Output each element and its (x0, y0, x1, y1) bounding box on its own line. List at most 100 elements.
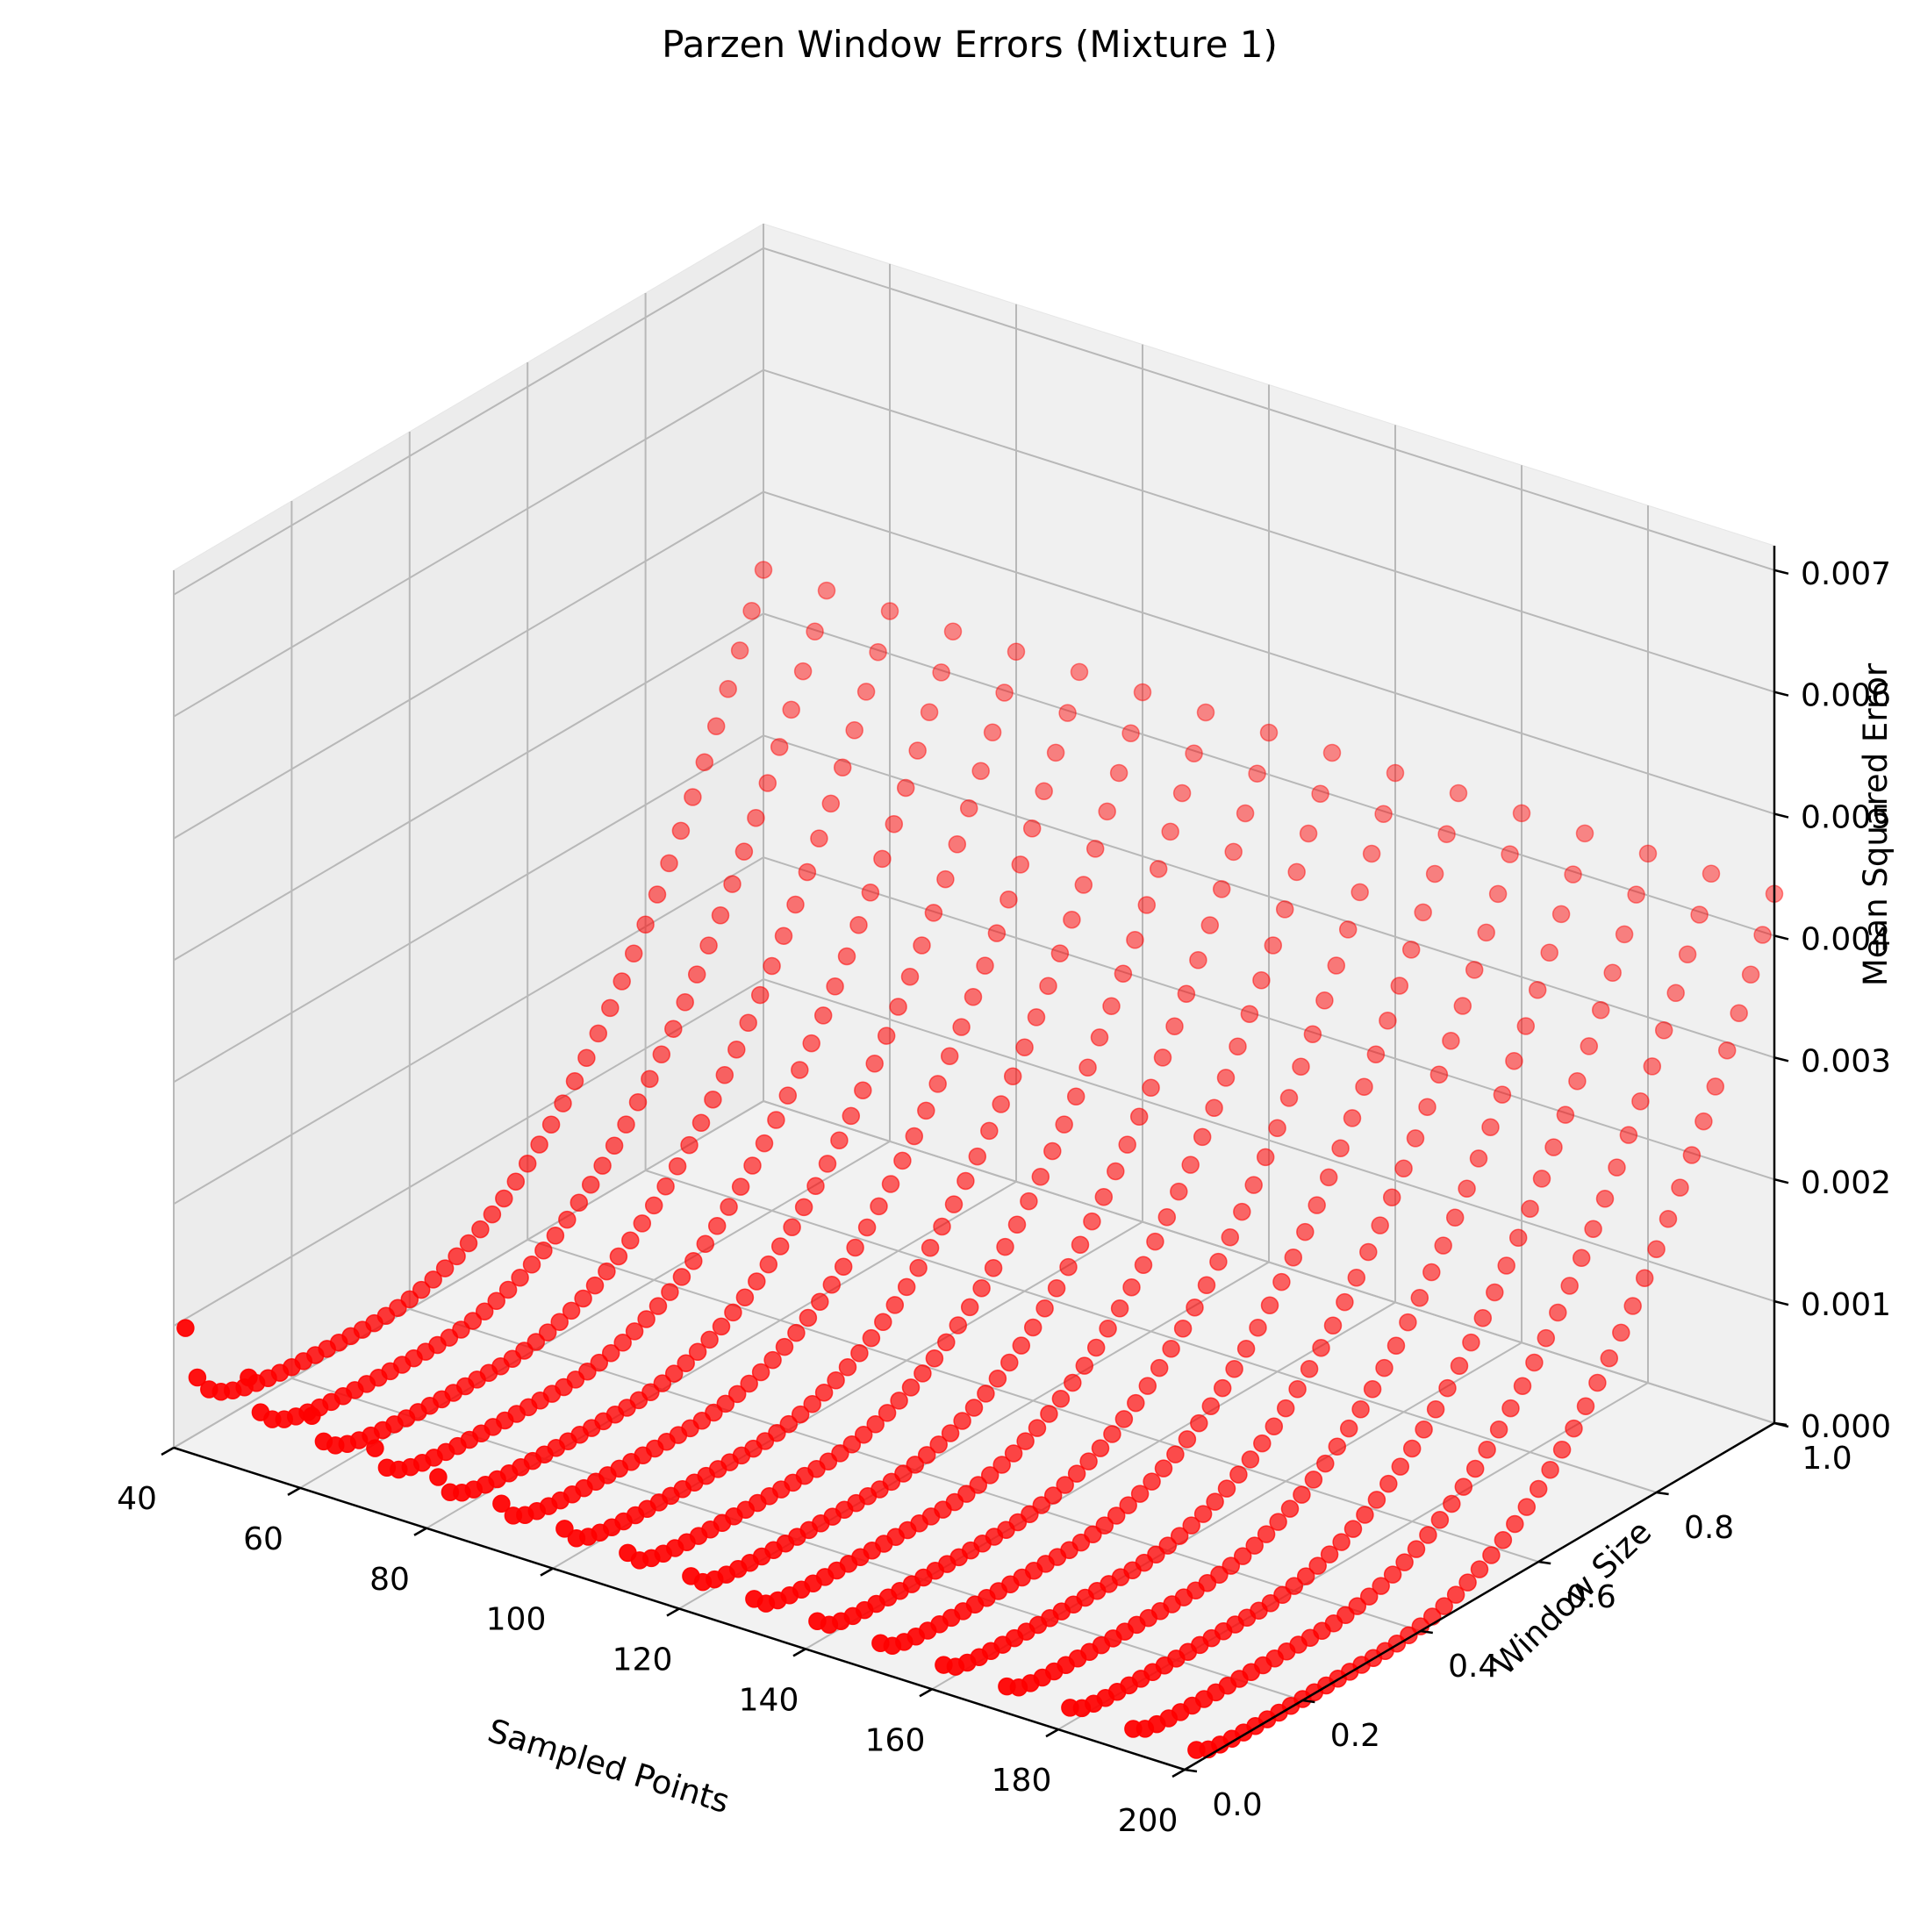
scatter-point (1584, 1220, 1602, 1238)
scatter-point (1244, 1176, 1263, 1194)
scatter-point (1560, 1277, 1579, 1295)
scatter-point (1134, 1256, 1153, 1275)
z-tick (1773, 569, 1789, 575)
scatter-point (1343, 1109, 1362, 1127)
scatter-point (854, 1081, 872, 1099)
chart-title: Parzen Window Errors (Mixture 1) (662, 23, 1278, 66)
scatter-point (664, 1364, 684, 1383)
scatter-point (763, 1350, 782, 1370)
z-tick (1773, 1056, 1789, 1063)
y-tick-label: 1.0 (1802, 1441, 1852, 1477)
scatter-point (1379, 1474, 1398, 1493)
scatter-point (660, 854, 678, 873)
scatter-point (641, 1070, 659, 1088)
scatter-point (1415, 1420, 1433, 1439)
scatter-point (1339, 1419, 1358, 1438)
scatter-point (1395, 1553, 1414, 1571)
scatter-point (1236, 804, 1255, 823)
y-tick-label: 0.2 (1330, 1718, 1380, 1754)
scatter-point (833, 758, 852, 777)
scatter-point (1245, 1536, 1264, 1555)
scatter-point (1292, 1057, 1310, 1076)
scatter-point (704, 1090, 722, 1109)
scatter-point (377, 1458, 397, 1478)
scatter-point (1600, 1349, 1619, 1368)
scatter-point (770, 1237, 790, 1256)
scatter-point (1265, 1417, 1284, 1435)
scatter-point (1576, 1397, 1595, 1415)
scatter-point (534, 1241, 553, 1260)
scatter-point (1694, 1112, 1713, 1131)
scatter-point (1437, 825, 1456, 843)
scatter-point (1296, 1567, 1315, 1585)
scatter-point (1224, 842, 1243, 862)
x-tick (413, 1527, 427, 1536)
scatter-point (1549, 1303, 1567, 1322)
scatter-point (1165, 1017, 1184, 1035)
scatter-point (1153, 1048, 1172, 1067)
z-tick (1773, 812, 1789, 819)
scatter-point (1565, 1419, 1583, 1438)
scatter-point (1374, 805, 1393, 823)
scatter-point (1172, 784, 1192, 803)
scatter-point (856, 683, 876, 701)
y-axis-line (1184, 1421, 1775, 1771)
scatter-point (459, 1234, 478, 1253)
scatter-point (1178, 1430, 1197, 1449)
scatter-point (637, 1310, 656, 1328)
scatter-point (1043, 1141, 1062, 1161)
scatter-point (1386, 763, 1405, 783)
scatter-point (871, 1634, 890, 1653)
scatter-point (1702, 864, 1721, 884)
scatter-point (1449, 784, 1468, 803)
x-tick-label: 100 (486, 1602, 547, 1638)
scatter-point (441, 1483, 460, 1502)
scatter-point (511, 1268, 529, 1287)
scatter-point (498, 1280, 518, 1299)
scatter-point (748, 1272, 766, 1291)
scatter-point (890, 1392, 908, 1410)
scatter-point (1293, 1485, 1311, 1504)
scatter-point (870, 1197, 888, 1216)
tick-marks: 40 60 80 100 120 140 160 180 200 0.0 0.2 0.4 0.6 0.8 1… (117, 556, 1891, 1839)
x-tick-label: 80 (369, 1562, 410, 1598)
scatter-point (808, 1612, 827, 1631)
scatter-point (1130, 1485, 1150, 1503)
scatter-point (1541, 1460, 1559, 1479)
scatter-point (1022, 819, 1042, 838)
scatter-point (896, 778, 915, 798)
scatter-point (1114, 1410, 1134, 1428)
scatter-point (1486, 1283, 1504, 1302)
scatter-point (1372, 1577, 1390, 1595)
scatter-point (504, 1506, 523, 1525)
scatter-point (1296, 1222, 1315, 1241)
scatter-point (188, 1368, 207, 1387)
scatter-point (680, 1135, 699, 1155)
scatter-point (176, 1319, 195, 1337)
scatter-point (1061, 1699, 1079, 1717)
scatter-point (1418, 1098, 1437, 1116)
scatter-point (1312, 1338, 1330, 1357)
scatter-point (921, 1238, 940, 1257)
scatter-point (1209, 1252, 1228, 1271)
scatter-point (940, 1047, 959, 1065)
scatter-point (240, 1368, 258, 1387)
scatter-point (585, 1276, 605, 1295)
scatter-point (1647, 1240, 1666, 1258)
scatter-point (495, 1189, 513, 1208)
scatter-point (1414, 903, 1432, 922)
scatter-point (909, 1258, 928, 1277)
scatter-point (1454, 1478, 1473, 1496)
scatter-point (699, 936, 718, 955)
scatter-point (628, 1092, 648, 1112)
scatter-point (1079, 1452, 1098, 1470)
scatter-point (1508, 1228, 1528, 1248)
scatter-point (1443, 1494, 1461, 1513)
scatter-point (1090, 1028, 1109, 1047)
y-tick (1420, 1629, 1433, 1635)
scatter-point (1185, 744, 1203, 762)
scatter-point (617, 1115, 635, 1134)
scatter-point (1638, 844, 1658, 863)
x-tick-label: 200 (1118, 1803, 1179, 1839)
scatter-point (1299, 824, 1318, 843)
